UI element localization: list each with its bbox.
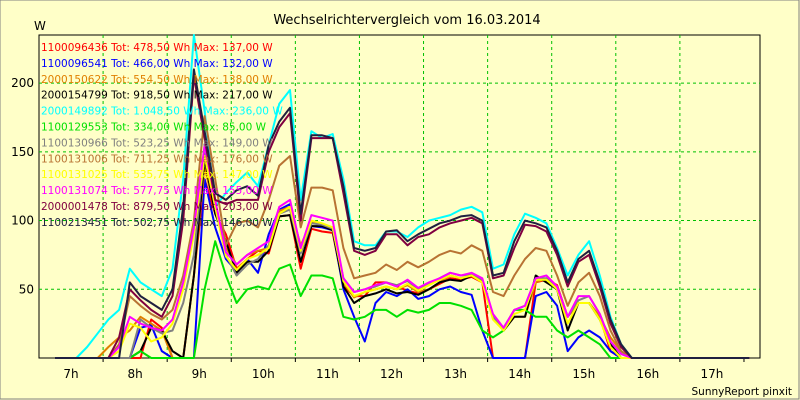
chart-title: Wechselrichtervergleich vom 16.03.2014 bbox=[273, 13, 540, 28]
y-tick-label: 50 bbox=[19, 282, 34, 296]
x-tick-label: 14h bbox=[508, 367, 531, 381]
x-tick-label: 17h bbox=[700, 367, 723, 381]
legend-entry: 1100213451 Tot: 502,75 Wh Max: 146,00 W bbox=[41, 217, 273, 229]
legend-entry: 1100131074 Tot: 577,75 Wh Max: 155,00 W bbox=[41, 185, 273, 197]
x-tick-label: 12h bbox=[380, 367, 403, 381]
x-tick-label: 10h bbox=[252, 367, 275, 381]
legend-entry: 1100130966 Tot: 523,25 Wh Max: 149,00 W bbox=[41, 137, 273, 149]
y-axis-label: W bbox=[34, 19, 46, 33]
legend-entry: 1100096436 Tot: 478,50 Wh Max: 137,00 W bbox=[41, 42, 273, 54]
x-tick-label: 16h bbox=[636, 367, 659, 381]
plot-frame bbox=[38, 34, 761, 359]
legend-entry: 2000001478 Tot: 879,50 Wh Max: 203,00 W bbox=[41, 201, 273, 213]
legend-entry: 1100096541 Tot: 466,00 Wh Max: 132,00 W bbox=[41, 58, 273, 70]
x-tick-label: 15h bbox=[572, 367, 595, 381]
x-tick-label: 7h bbox=[63, 367, 78, 381]
legend-entry: 1100131006 Tot: 711,25 Wh Max: 176,00 W bbox=[41, 153, 273, 165]
x-tick-label: 9h bbox=[192, 367, 207, 381]
x-tick-label: 11h bbox=[316, 367, 339, 381]
legend-entry: 2000154799 Tot: 918,50 Wh Max: 217,00 W bbox=[41, 90, 273, 102]
y-tick-label: 200 bbox=[11, 76, 34, 90]
plot-area: 7h 8h 9h 10h 11h 12h 13h 14h 15h 16h 17h 50 100 150 20… bbox=[11, 34, 761, 381]
legend-entry: 1100129553 Tot: 334,00 Wh Max: 85,00 W bbox=[41, 122, 267, 134]
legend-entry: 2000150622 Tot: 554,50 Wh Max: 138,00 W bbox=[41, 74, 273, 86]
x-tick-label: 13h bbox=[444, 367, 467, 381]
legend-entry: 2000149892 Tot: 1.048,50 Wh Max: 236,00 … bbox=[41, 106, 283, 118]
x-tick-label: 8h bbox=[128, 367, 143, 381]
legend-entry: 1100131025 Tot: 535,75 Wh Max: 147,00 W bbox=[41, 169, 273, 181]
y-tick-label: 150 bbox=[11, 145, 34, 159]
series-line bbox=[55, 68, 750, 359]
footer-credit: SunnyReport pinxit bbox=[692, 386, 792, 398]
y-tick-label: 100 bbox=[11, 214, 34, 228]
